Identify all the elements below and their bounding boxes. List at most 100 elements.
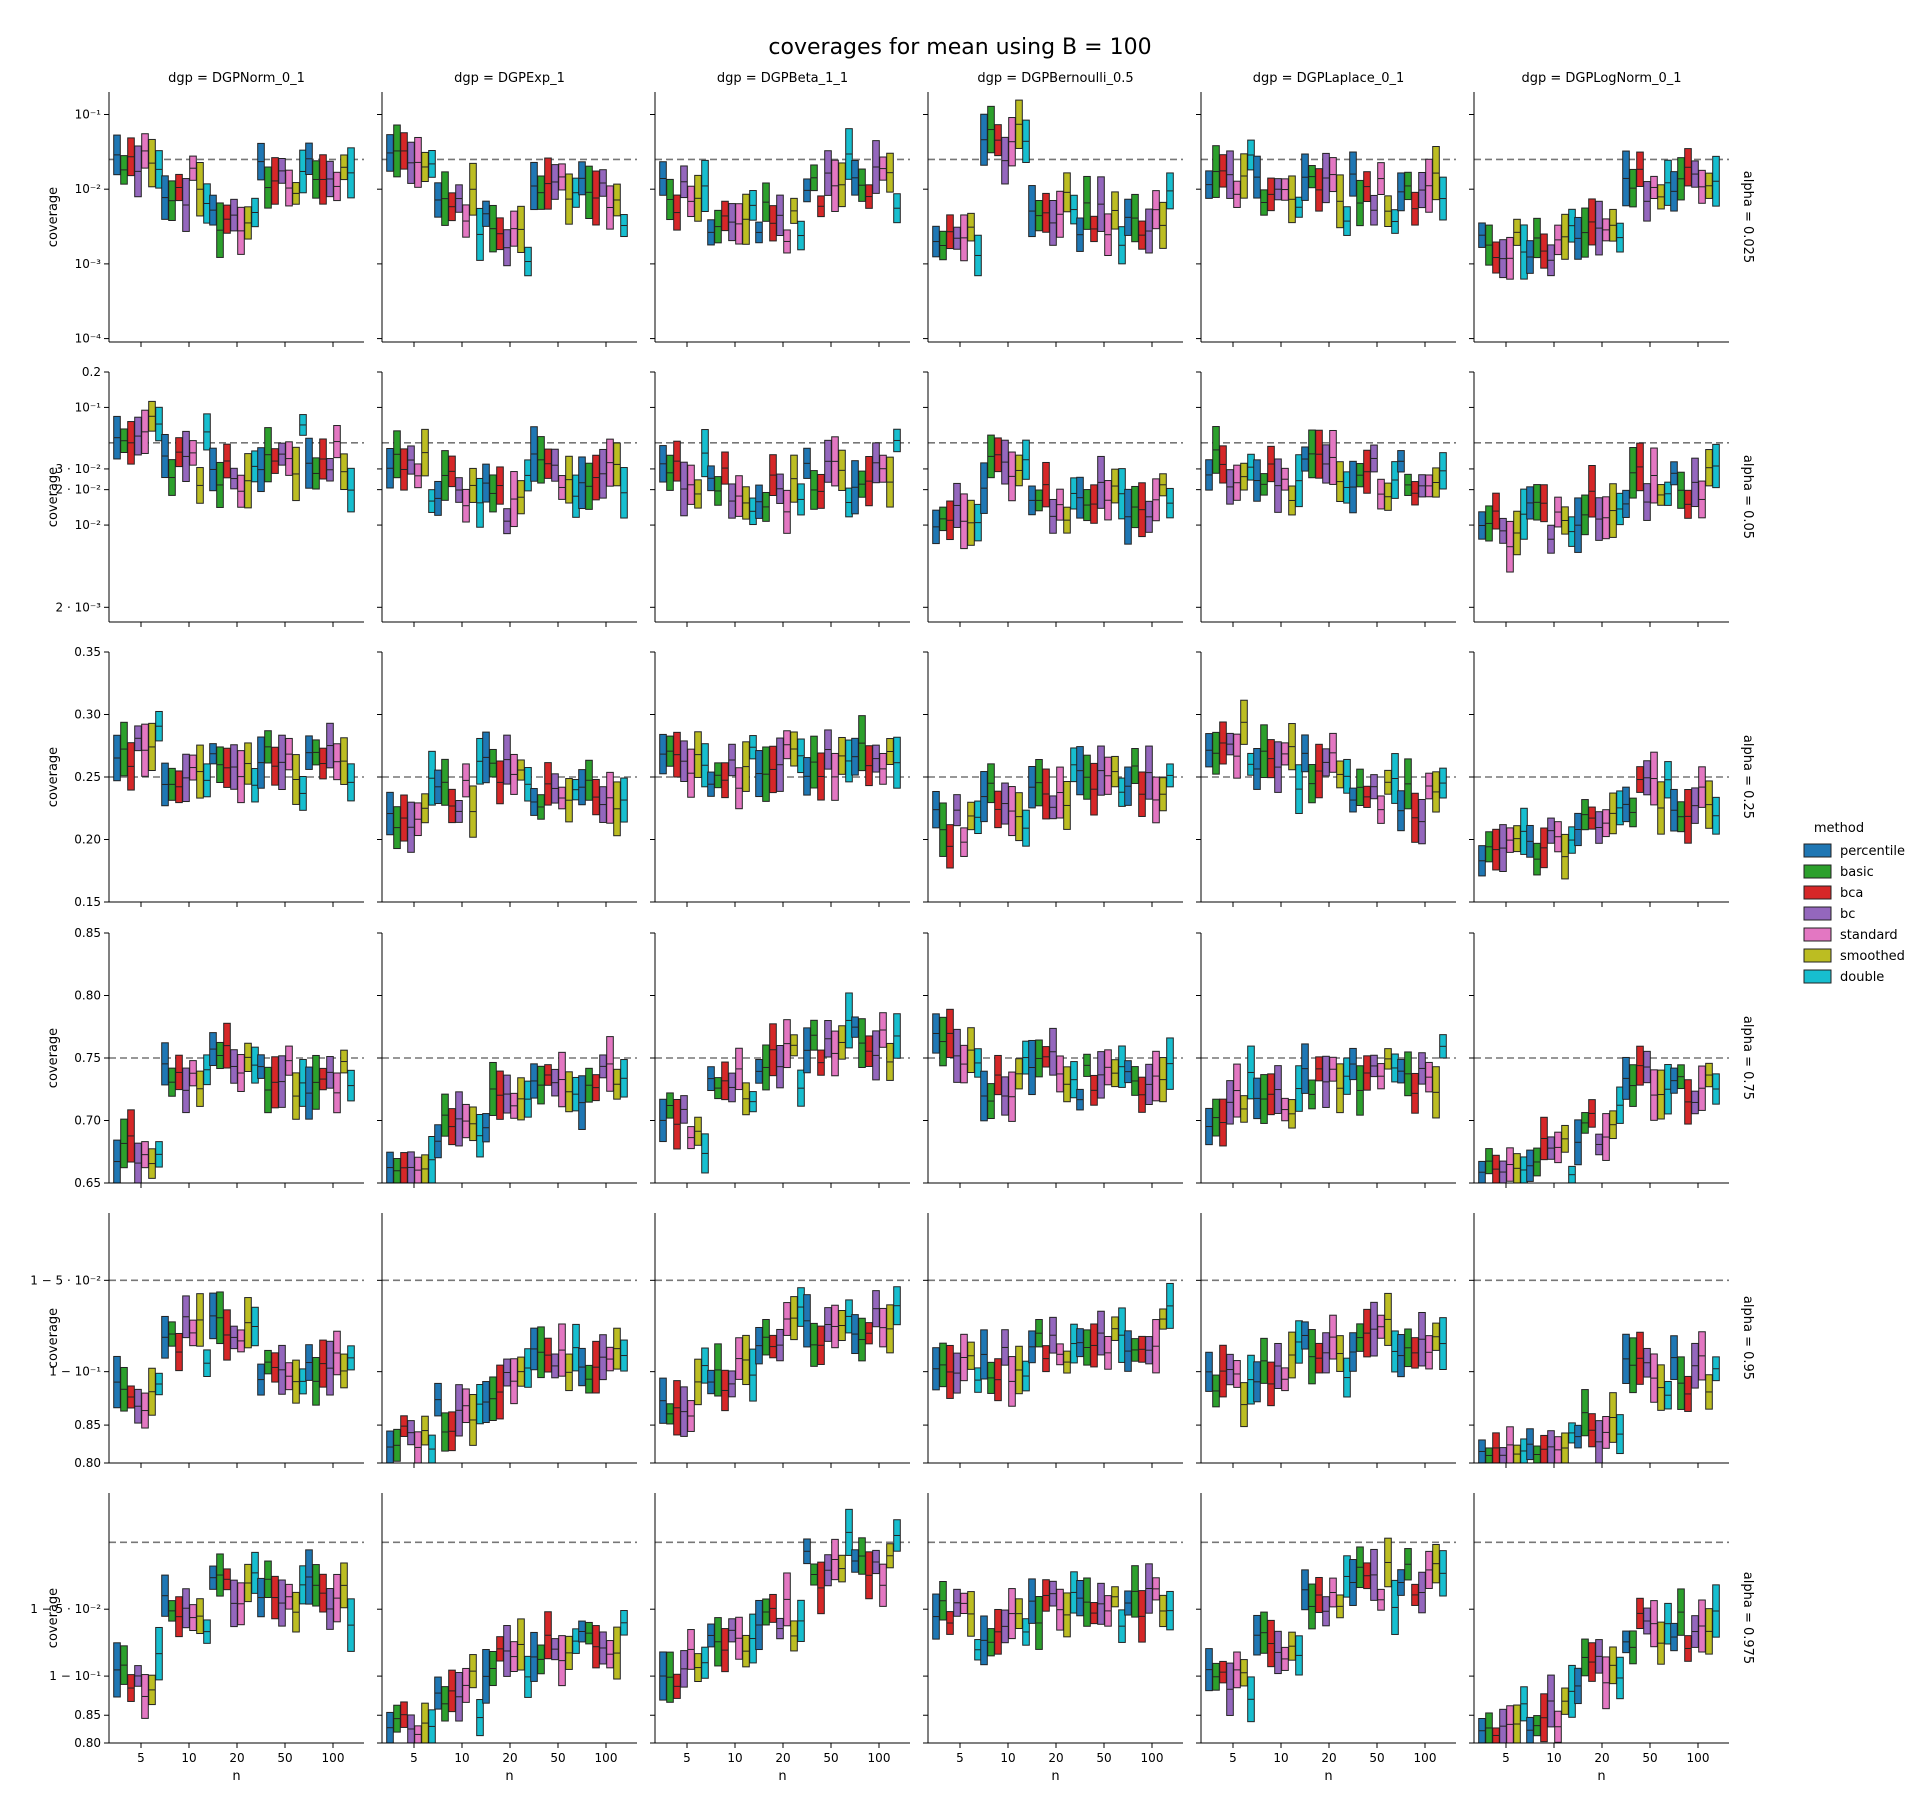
y-tick-label: 0.2 [82, 365, 101, 379]
x-tick-label: 50 [823, 1751, 838, 1765]
y-axis-label: coverage [46, 187, 61, 247]
y-tick-label: 1 − 10⁻¹ [49, 1669, 101, 1683]
panel-grid: dgp = DGPNorm_0_1 dgp = DGPExp_1 dgp = DGP… [30, 71, 1755, 1784]
legend-item: bc [1803, 906, 1855, 922]
legend-swatch [1803, 885, 1832, 900]
y-axis-label: coverage [46, 1308, 61, 1368]
legend-label: double [1840, 970, 1884, 985]
legend-label: percentile [1840, 844, 1905, 859]
column-header: dgp = DGPLaplace_0_1 [1253, 71, 1405, 86]
facet-panel [650, 371, 910, 627]
legend-item: bca [1803, 885, 1863, 901]
row-label: alpha = 0.25 [1740, 735, 1755, 819]
facet-panel: 5 10 20 50 100 n [1196, 1493, 1456, 1784]
legend: method percentile basic bca bc standard smoot… [1803, 821, 1905, 985]
x-tick-label: 20 [229, 1751, 244, 1765]
y-tick-label: 10⁻² [75, 182, 102, 196]
x-tick-label: 5 [137, 1751, 145, 1765]
y-axis-label: coverage [46, 1028, 61, 1088]
facet-panel: 10⁻¹ 10⁻² 10⁻³ 10⁻⁴ [75, 92, 364, 347]
x-tick-label: 5 [956, 1751, 964, 1765]
y-tick-label: 0.15 [74, 895, 101, 909]
y-tick-label: 0.30 [74, 708, 101, 722]
facet-panel [1469, 92, 1729, 347]
legend-label: basic [1840, 865, 1874, 880]
facet-panel [650, 651, 910, 907]
y-axis-label: coverage [46, 1588, 61, 1648]
y-tick-label: 1 − 5 · 10⁻² [30, 1602, 101, 1616]
y-tick-label: 0.75 [74, 1051, 101, 1065]
column-header: dgp = DGPNorm_0_1 [168, 71, 305, 86]
y-tick-label: 3 · 10⁻² [56, 462, 102, 476]
facet-panel [923, 1213, 1183, 1468]
facet-panel: 0.35 0.30 0.25 0.20 0.15 [74, 645, 364, 909]
y-tick-label: 1 − 10⁻¹ [49, 1365, 101, 1379]
legend-label: bc [1840, 907, 1855, 922]
y-tick-label: 0.70 [74, 1114, 101, 1128]
y-tick-label: 0.25 [74, 770, 101, 784]
x-tick-label: 10 [727, 1751, 742, 1765]
x-axis-label: n [1324, 1769, 1332, 1784]
y-tick-label: 0.35 [74, 645, 101, 659]
legend-title: method [1814, 821, 1864, 836]
x-tick-label: 20 [1594, 1751, 1609, 1765]
legend-swatch [1803, 948, 1832, 963]
facet-panel [1196, 1213, 1456, 1468]
x-tick-label: 100 [1141, 1751, 1164, 1765]
facet-panel: 5 10 20 50 100 n [650, 1493, 910, 1784]
column-header: dgp = DGPBernoulli_0.5 [977, 71, 1133, 86]
x-tick-label: 10 [1546, 1751, 1561, 1765]
x-tick-label: 50 [1642, 1751, 1657, 1765]
facet-panel: 5 10 20 50 100 n [377, 1493, 637, 1784]
facet-panel [377, 651, 637, 907]
facet-panel [650, 1213, 910, 1468]
x-tick-label: 20 [1321, 1751, 1336, 1765]
column-header: dgp = DGPExp_1 [454, 71, 565, 86]
x-tick-label: 100 [595, 1751, 618, 1765]
facet-panel [377, 932, 637, 1188]
y-tick-label: 0.85 [74, 926, 101, 940]
chart-title: coverages for mean using B = 100 [768, 35, 1151, 60]
legend-items: percentile basic bca bc standard smoothed doub… [1803, 843, 1905, 985]
x-tick-label: 10 [1000, 1751, 1015, 1765]
legend-swatch [1803, 843, 1832, 858]
x-axis-label: n [505, 1769, 513, 1784]
column-header: dgp = DGPLogNorm_0_1 [1521, 71, 1681, 86]
y-tick-label: 0.80 [74, 1456, 101, 1470]
legend-swatch [1803, 927, 1832, 942]
facet-panel [1469, 651, 1729, 907]
x-tick-label: 50 [1369, 1751, 1384, 1765]
y-tick-label: 2 · 10⁻² [56, 483, 102, 497]
legend-label: standard [1840, 928, 1898, 943]
legend-swatch [1803, 864, 1832, 879]
x-tick-label: 10 [1273, 1751, 1288, 1765]
x-tick-label: 100 [322, 1751, 345, 1765]
x-tick-label: 50 [1096, 1751, 1111, 1765]
legend-item: standard [1803, 927, 1898, 943]
facet-panel [923, 932, 1183, 1188]
x-axis-label: n [232, 1769, 240, 1784]
x-tick-label: 100 [868, 1751, 891, 1765]
y-tick-label: 10⁻¹ [75, 107, 102, 121]
facet-panel [377, 371, 637, 627]
y-tick-label: 10⁻³ [75, 257, 102, 271]
y-tick-label: 0.85 [74, 1418, 101, 1432]
y-tick-label: 0.80 [74, 989, 101, 1003]
legend-item: percentile [1803, 843, 1905, 859]
facet-panel: 0.85 0.80 0.75 0.70 0.65 [74, 926, 364, 1190]
facet-panel [1196, 371, 1456, 627]
y-tick-label: 10⁻² [75, 518, 102, 532]
y-tick-label: 0.65 [74, 1176, 101, 1190]
x-tick-label: 20 [775, 1751, 790, 1765]
facet-panel [923, 371, 1183, 627]
facet-panel [377, 92, 637, 347]
column-header: dgp = DGPBeta_1_1 [717, 71, 848, 86]
x-tick-label: 5 [683, 1751, 691, 1765]
x-tick-label: 50 [550, 1751, 565, 1765]
legend-swatch [1803, 906, 1832, 921]
legend-item: basic [1803, 864, 1874, 880]
facet-panel: 1 − 5 · 10⁻² 1 − 10⁻¹ 0.85 0.80 [30, 1213, 364, 1470]
legend-label: bca [1840, 886, 1863, 901]
y-tick-label: 10⁻⁴ [75, 332, 102, 346]
x-tick-label: 5 [1502, 1751, 1510, 1765]
